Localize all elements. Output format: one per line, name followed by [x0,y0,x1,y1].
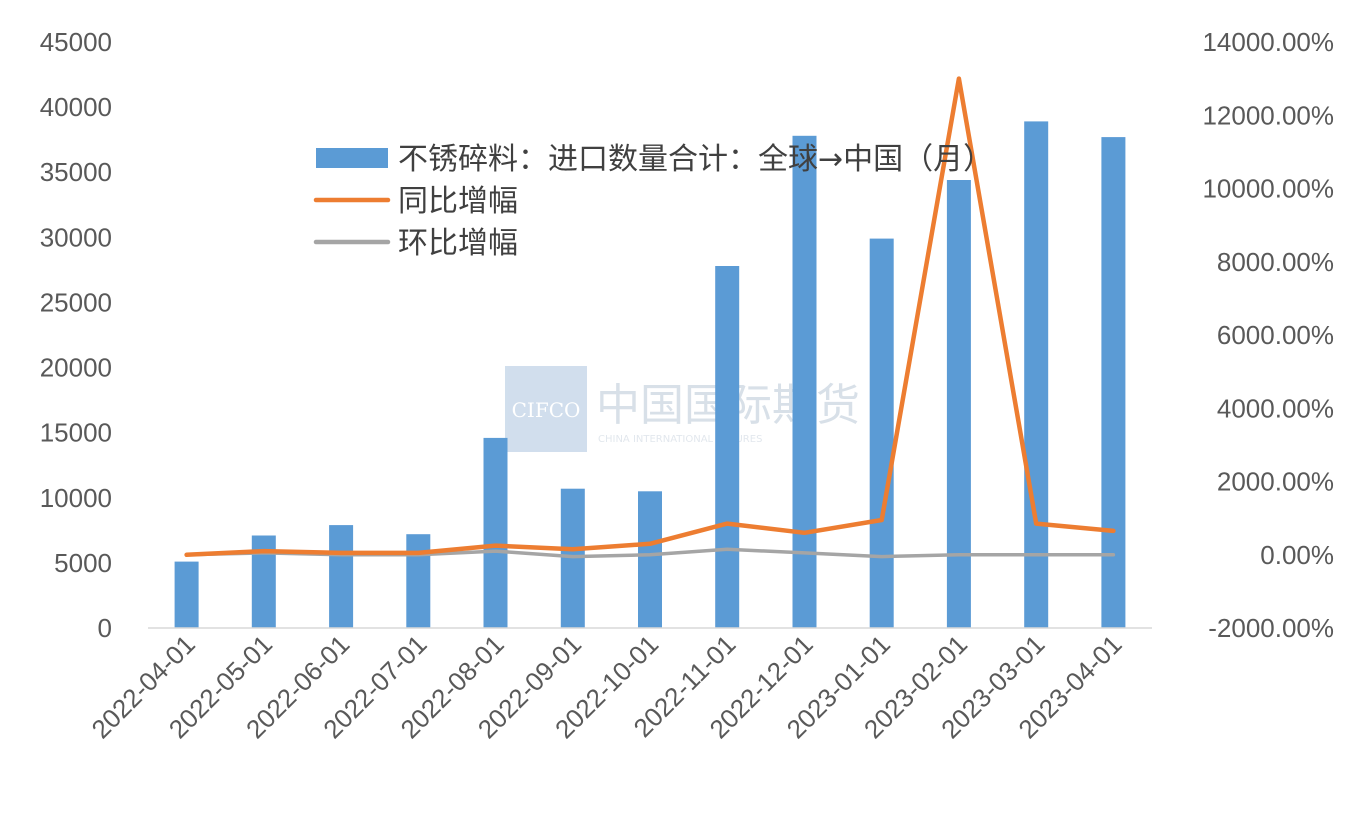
bar-2022-06-01 [329,525,354,628]
y-left-tick-label: 30000 [40,222,112,252]
y-left-tick-label: 25000 [40,287,112,317]
y-right-tick-label: -2000.00% [1208,613,1334,643]
bar-2022-05-01 [251,535,276,628]
y-left-tick-label: 10000 [40,483,112,513]
bar-2022-11-01 [715,266,740,628]
watermark-subtitle: CHINA INTERNATIONAL FUTURES [598,434,762,445]
y-left-tick-label: 5000 [54,548,112,578]
bar-2022-08-01 [483,437,508,628]
y-axis-right: -2000.00% 0.00% 2000.00% 4000.00% 6000.00% 80… [1202,27,1334,643]
watermark-logo-box [505,366,587,452]
y-left-tick-label: 40000 [40,92,112,122]
y-left-tick-label: 15000 [40,418,112,448]
y-right-tick-label: 0.00% [1260,540,1334,570]
x-axis: 2022-04-012022-05-012022-06-012022-07-01… [86,629,1128,744]
y-left-tick-label: 45000 [40,27,112,57]
y-right-tick-label: 2000.00% [1217,467,1334,497]
bar-2023-02-01 [946,180,971,628]
y-left-tick-label: 20000 [40,353,112,383]
y-axis-left: 0 5000 10000 15000 20000 25000 30000 35000 40000… [40,27,112,643]
y-right-tick-label: 14000.00% [1202,27,1334,57]
bar-2022-07-01 [406,534,431,628]
legend-bar-swatch [316,148,388,168]
y-right-tick-label: 4000.00% [1217,393,1334,423]
y-left-tick-label: 35000 [40,157,112,187]
bar-2022-12-01 [792,135,817,629]
bar-2023-04-01 [1101,137,1126,628]
y-left-tick-label: 0 [98,613,112,643]
watermark-logo-text: CIFCO [512,398,581,422]
y-right-tick-label: 12000.00% [1202,100,1334,130]
y-right-tick-label: 10000.00% [1202,174,1334,204]
y-right-tick-label: 6000.00% [1217,320,1334,350]
legend-mom-label: 环比增幅 [398,226,518,261]
line-series [184,76,1116,559]
legend-yoy-label: 同比增幅 [398,184,518,219]
bar-2022-09-01 [560,488,585,628]
y-right-tick-label: 8000.00% [1217,247,1334,277]
bar-2023-01-01 [869,238,894,628]
bar-2023-03-01 [1024,121,1049,629]
legend-bar-label: 不锈碎料：进口数量合计：全球→中国（月） [398,142,993,177]
bar-2022-10-01 [638,491,662,628]
bar-2022-04-01 [174,561,199,628]
